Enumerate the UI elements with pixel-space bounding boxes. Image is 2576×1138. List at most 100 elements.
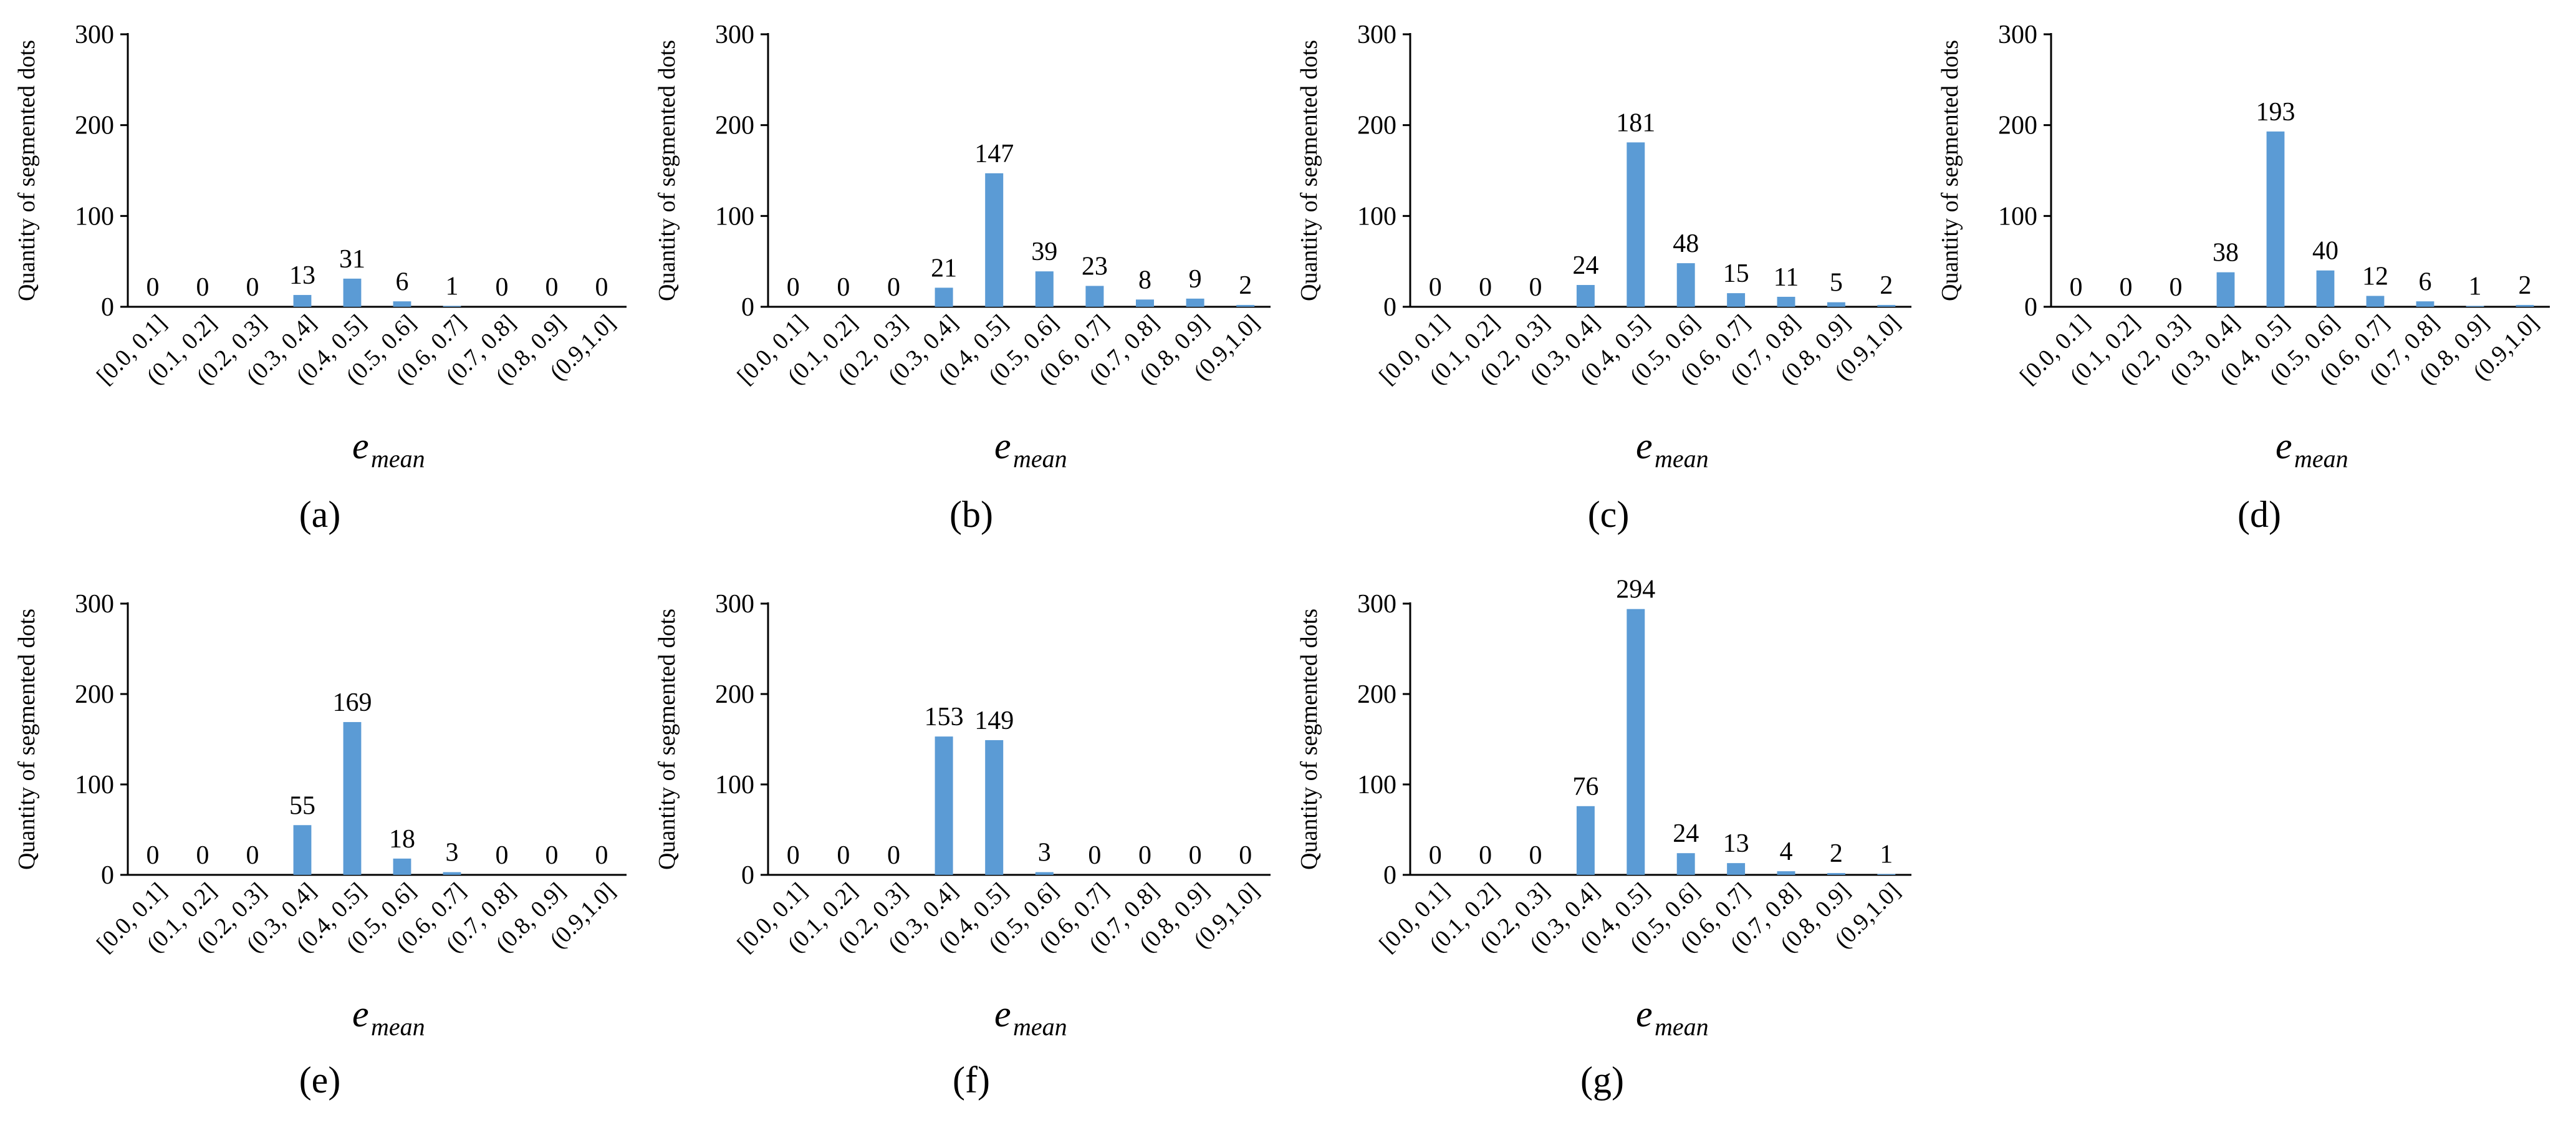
bar	[1035, 271, 1054, 307]
y-tick-label: 100	[1998, 202, 2037, 231]
y-tick-label: 200	[715, 680, 754, 709]
data-label: 0	[1529, 841, 1542, 870]
x-axis-label-subscript: mean	[2294, 445, 2348, 473]
y-axis-label: Quantity of segmented dots	[1296, 609, 1322, 870]
x-axis-label-subscript: mean	[1013, 1013, 1067, 1041]
data-label: 18	[389, 825, 415, 854]
data-label: 6	[396, 268, 409, 296]
bar	[293, 825, 312, 875]
y-tick-label: 200	[75, 112, 114, 140]
x-axis-label: e	[1636, 425, 1653, 466]
data-label: 48	[1673, 229, 1699, 258]
bar	[985, 173, 1004, 307]
bar	[393, 301, 411, 307]
y-tick-label: 200	[75, 680, 114, 709]
bar	[2216, 272, 2235, 307]
data-label: 169	[333, 688, 372, 717]
y-tick-label: 0	[101, 861, 114, 890]
bar	[985, 740, 1004, 875]
x-axis-label: e	[1636, 993, 1653, 1034]
y-tick-label: 300	[715, 21, 754, 49]
y-tick-label: 300	[1357, 21, 1396, 49]
bar	[2416, 301, 2434, 307]
data-label: 0	[246, 841, 259, 870]
y-tick-label: 100	[715, 202, 754, 231]
bar	[1827, 302, 1845, 307]
bar	[1627, 142, 1645, 307]
data-label: 13	[1723, 829, 1749, 858]
data-label: 0	[545, 841, 559, 870]
data-label: 147	[974, 140, 1014, 168]
data-label: 0	[787, 841, 800, 870]
data-label: 24	[1673, 819, 1699, 848]
bar	[2466, 306, 2484, 307]
data-label: 40	[2312, 237, 2338, 266]
data-label: 0	[1239, 841, 1252, 870]
y-tick-label: 300	[75, 21, 114, 49]
x-axis-label-subscript: mean	[1655, 1013, 1709, 1041]
data-label: 12	[2362, 263, 2388, 291]
y-axis-label: Quantity of segmented dots	[1937, 40, 1963, 301]
bar	[1576, 806, 1595, 875]
data-label: 8	[1138, 266, 1151, 294]
data-label: 2	[1239, 271, 1252, 300]
y-tick-label: 100	[1357, 202, 1396, 231]
bar	[2516, 305, 2534, 307]
bar	[1576, 285, 1595, 307]
y-tick-label: 100	[1357, 771, 1396, 799]
data-label: 193	[2256, 98, 2295, 127]
x-axis-label-subscript: mean	[1655, 445, 1709, 473]
data-label: 0	[496, 273, 509, 302]
x-axis-label-subscript: mean	[371, 445, 425, 473]
panel-label: (g)	[1580, 1059, 1624, 1101]
bar	[935, 287, 953, 307]
bar	[1727, 293, 1746, 307]
panel-label: (a)	[299, 494, 341, 535]
data-label: 0	[1088, 841, 1101, 870]
bar	[1777, 871, 1795, 875]
bar	[1676, 853, 1695, 875]
data-label: 31	[339, 245, 365, 274]
panel-label: (d)	[2237, 494, 2281, 535]
data-label: 0	[1138, 841, 1151, 870]
data-label: 5	[1830, 269, 1843, 297]
bar	[1777, 296, 1795, 307]
y-tick-label: 200	[715, 112, 754, 140]
x-axis-label: e	[352, 425, 369, 466]
data-label: 1	[1880, 841, 1893, 869]
data-label: 2	[2519, 271, 2532, 300]
x-axis-label: e	[994, 993, 1011, 1034]
data-label: 76	[1572, 773, 1598, 801]
data-label: 38	[2213, 239, 2239, 268]
data-label: 0	[196, 273, 209, 302]
bar	[393, 858, 411, 875]
bar	[343, 721, 362, 875]
y-tick-label: 100	[715, 771, 754, 799]
data-label: 0	[496, 841, 509, 870]
data-label: 0	[595, 273, 608, 302]
y-tick-label: 0	[101, 293, 114, 322]
y-tick-label: 200	[1357, 680, 1396, 709]
bar	[2366, 296, 2385, 307]
data-label: 21	[931, 254, 957, 282]
data-label: 0	[837, 841, 850, 870]
data-label: 1	[446, 272, 459, 301]
y-tick-label: 100	[75, 771, 114, 799]
data-label: 15	[1723, 259, 1749, 288]
data-label: 0	[545, 273, 559, 302]
bar	[343, 278, 362, 307]
bar	[2316, 270, 2335, 307]
data-label: 3	[1038, 839, 1051, 867]
bar	[1877, 874, 1896, 875]
panel-label: (b)	[949, 494, 993, 535]
y-tick-label: 0	[1383, 861, 1396, 890]
y-tick-label: 0	[2024, 293, 2037, 322]
y-tick-label: 300	[75, 590, 114, 619]
data-label: 9	[1189, 265, 1202, 294]
